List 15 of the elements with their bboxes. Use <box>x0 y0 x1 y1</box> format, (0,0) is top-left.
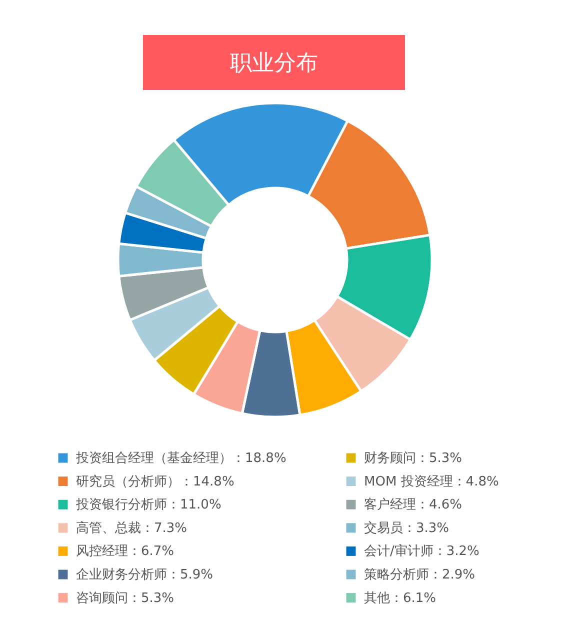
legend-label: MOM 投资经理：4.8% <box>364 474 499 490</box>
legend-label: 高管、总裁：7.3% <box>76 520 188 536</box>
legend-label: 财务顾问：5.3% <box>364 451 462 466</box>
legend-label: 风控经理：6.7% <box>76 544 174 560</box>
legend-label: 投资组合经理（基金经理）：18.8% <box>75 451 286 466</box>
legend-label: 研究员（分析师）：14.8% <box>76 474 234 490</box>
legend-label: 咨询顾问：5.3% <box>76 590 174 606</box>
chart-title: 职业分布 <box>230 51 318 76</box>
legend-label: 客户经理：4.6% <box>364 496 462 513</box>
legend-label: 其他：6.1% <box>364 590 436 606</box>
legend-label: 企业财务分析师：5.9% <box>76 568 214 582</box>
legend-label: 投资银行分析师：11.0% <box>75 498 222 513</box>
legend-label: 策略分析师：2.9% <box>364 568 476 582</box>
legend-label: 交易员：3.3% <box>364 520 450 536</box>
legend-label: 会计/审计师：3.2% <box>364 543 480 560</box>
